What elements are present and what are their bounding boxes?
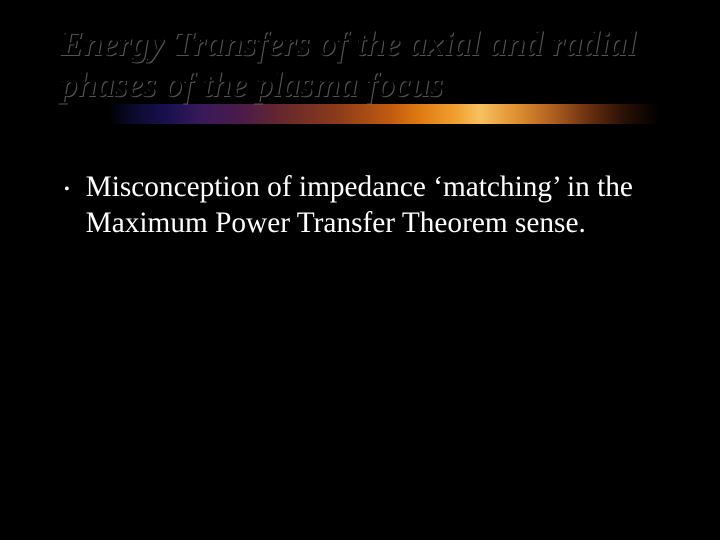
title-underline-gradient: [60, 104, 660, 124]
bullet-marker-icon: •: [64, 182, 70, 198]
bullet-text: Misconception of impedance ‘matching’ in…: [86, 170, 660, 242]
slide-title: Energy Transfers of the axial and radial…: [60, 24, 660, 106]
bullet-item: • Misconception of impedance ‘matching’ …: [60, 170, 660, 242]
title-block: Energy Transfers of the axial and radial…: [60, 24, 660, 124]
slide-body: • Misconception of impedance ‘matching’ …: [60, 170, 660, 242]
slide: Energy Transfers of the axial and radial…: [0, 0, 720, 540]
